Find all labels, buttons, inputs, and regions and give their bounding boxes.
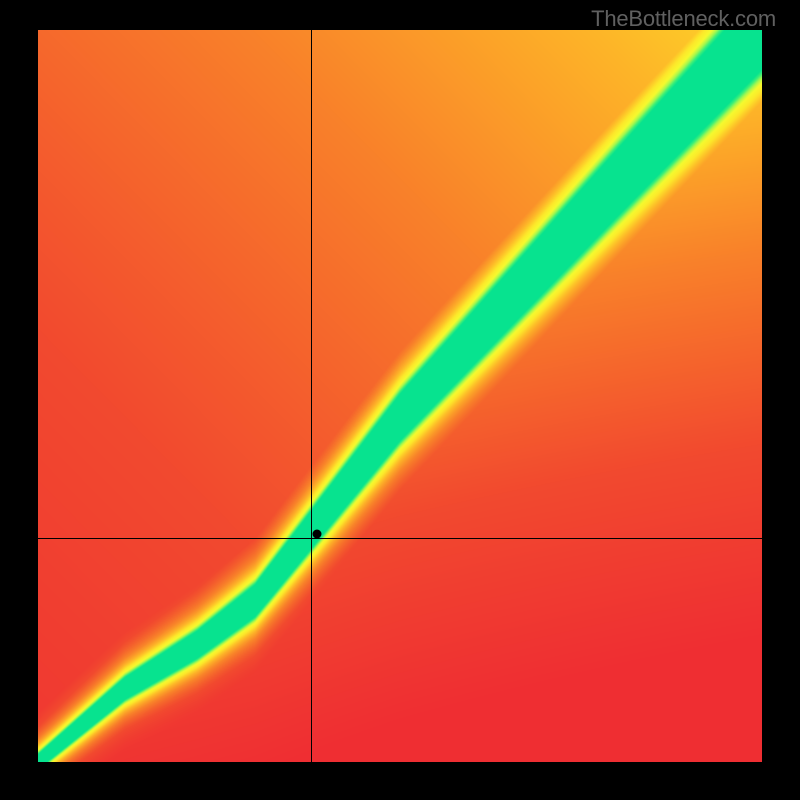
bottleneck-heatmap — [38, 30, 762, 762]
crosshair-horizontal — [38, 538, 762, 539]
watermark-text: TheBottleneck.com — [591, 6, 776, 32]
crosshair-vertical — [311, 30, 312, 762]
marker-dot — [312, 529, 321, 538]
heatmap-canvas — [38, 30, 762, 762]
